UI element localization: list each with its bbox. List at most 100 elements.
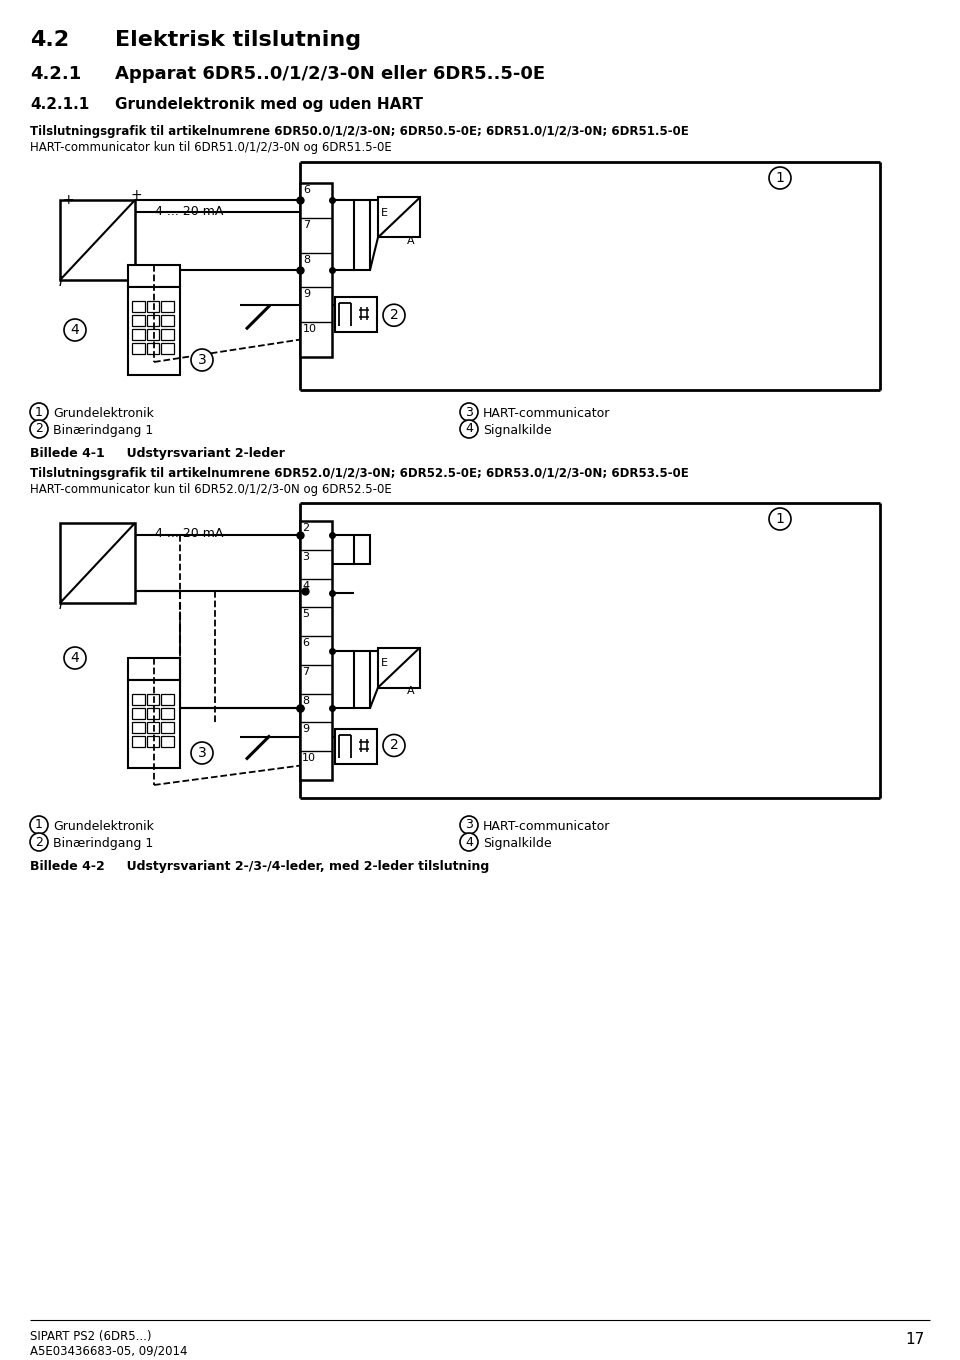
- Bar: [161, 316, 174, 326]
- Circle shape: [383, 305, 405, 326]
- Text: 7: 7: [302, 666, 309, 677]
- Text: 4.2.1.1: 4.2.1.1: [30, 97, 89, 112]
- Text: 17: 17: [905, 1331, 925, 1346]
- Circle shape: [64, 320, 86, 341]
- Bar: [161, 722, 174, 733]
- Text: 3: 3: [465, 819, 473, 831]
- Circle shape: [460, 816, 478, 834]
- Text: Grundelektronik: Grundelektronik: [53, 820, 154, 832]
- Bar: [335, 729, 377, 764]
- Text: SIPART PS2 (6DR5...): SIPART PS2 (6DR5...): [30, 1330, 152, 1344]
- Text: A: A: [407, 687, 415, 696]
- Text: I: I: [59, 275, 63, 290]
- Circle shape: [30, 816, 48, 834]
- Bar: [147, 709, 159, 719]
- Bar: [300, 184, 332, 356]
- Text: 8: 8: [302, 696, 309, 706]
- Circle shape: [64, 647, 86, 669]
- Text: 3: 3: [465, 405, 473, 419]
- Text: 1: 1: [776, 511, 784, 526]
- Text: 4 ... 20 mA: 4 ... 20 mA: [155, 526, 224, 540]
- Circle shape: [460, 420, 478, 438]
- Text: Binærindgang 1: Binærindgang 1: [53, 424, 154, 437]
- Text: Apparat 6DR5..0/1/2/3-0N eller 6DR5..5-0E: Apparat 6DR5..0/1/2/3-0N eller 6DR5..5-0…: [115, 65, 545, 83]
- Bar: [161, 343, 174, 354]
- Bar: [147, 329, 159, 340]
- Bar: [300, 521, 332, 781]
- Bar: [161, 694, 174, 704]
- Bar: [60, 200, 135, 280]
- Text: 4: 4: [465, 423, 473, 435]
- Text: 9: 9: [302, 725, 309, 734]
- Text: Binærindgang 1: Binærindgang 1: [53, 836, 154, 850]
- Text: 6: 6: [302, 638, 309, 649]
- Text: 3: 3: [198, 354, 206, 367]
- Text: Tilslutningsgrafik til artikelnumrene 6DR52.0/1/2/3-0N; 6DR52.5-0E; 6DR53.0/1/2/: Tilslutningsgrafik til artikelnumrene 6D…: [30, 466, 688, 480]
- Bar: [161, 709, 174, 719]
- Circle shape: [383, 734, 405, 756]
- Bar: [354, 200, 370, 271]
- Circle shape: [769, 167, 791, 189]
- Text: 1: 1: [776, 171, 784, 185]
- Text: HART-communicator kun til 6DR51.0/1/2/3-0N og 6DR51.5-0E: HART-communicator kun til 6DR51.0/1/2/3-…: [30, 141, 392, 154]
- Bar: [147, 736, 159, 747]
- Bar: [161, 736, 174, 747]
- Text: E: E: [381, 658, 388, 669]
- Circle shape: [30, 832, 48, 851]
- Bar: [60, 524, 135, 602]
- Bar: [132, 301, 145, 311]
- Bar: [147, 301, 159, 311]
- Bar: [354, 536, 370, 564]
- Bar: [147, 694, 159, 704]
- Text: 2: 2: [36, 835, 43, 849]
- Bar: [132, 316, 145, 326]
- Text: +: +: [130, 189, 142, 203]
- Bar: [132, 694, 145, 704]
- Text: 2: 2: [390, 309, 398, 322]
- Circle shape: [30, 403, 48, 422]
- Bar: [161, 301, 174, 311]
- Text: 9: 9: [303, 290, 310, 299]
- Bar: [161, 329, 174, 340]
- Bar: [354, 650, 370, 709]
- Text: 2: 2: [390, 738, 398, 752]
- Bar: [128, 265, 180, 287]
- Bar: [128, 287, 180, 375]
- Bar: [132, 709, 145, 719]
- Bar: [378, 197, 420, 238]
- Text: +: +: [63, 193, 75, 207]
- Text: 4: 4: [302, 581, 309, 590]
- Text: 3: 3: [302, 552, 309, 562]
- Text: 2: 2: [36, 423, 43, 435]
- Text: 1: 1: [36, 405, 43, 419]
- Bar: [378, 647, 420, 688]
- Circle shape: [191, 743, 213, 764]
- Text: Grundelektronik: Grundelektronik: [53, 407, 154, 420]
- Text: A: A: [407, 237, 415, 246]
- Text: 6: 6: [303, 185, 310, 194]
- Circle shape: [769, 509, 791, 530]
- Text: 4: 4: [465, 835, 473, 849]
- Text: 4: 4: [71, 324, 80, 337]
- Text: 4.2: 4.2: [30, 30, 69, 50]
- Text: 1: 1: [36, 819, 43, 831]
- Text: A5E03436683-05, 09/2014: A5E03436683-05, 09/2014: [30, 1345, 187, 1359]
- Bar: [128, 680, 180, 768]
- Text: I: I: [59, 598, 63, 612]
- Text: 7: 7: [303, 220, 310, 230]
- Circle shape: [460, 832, 478, 851]
- Bar: [147, 316, 159, 326]
- Text: 4 ... 20 mA: 4 ... 20 mA: [155, 205, 224, 218]
- Text: 8: 8: [303, 254, 310, 265]
- Bar: [147, 343, 159, 354]
- Circle shape: [191, 350, 213, 371]
- Text: 5: 5: [302, 609, 309, 619]
- Bar: [128, 658, 180, 680]
- Circle shape: [460, 403, 478, 422]
- Text: Grundelektronik med og uden HART: Grundelektronik med og uden HART: [115, 97, 423, 112]
- Text: 3: 3: [198, 747, 206, 760]
- Text: Signalkilde: Signalkilde: [483, 424, 552, 437]
- Text: E: E: [381, 208, 388, 219]
- Text: 4: 4: [71, 651, 80, 665]
- Text: Tilslutningsgrafik til artikelnumrene 6DR50.0/1/2/3-0N; 6DR50.5-0E; 6DR51.0/1/2/: Tilslutningsgrafik til artikelnumrene 6D…: [30, 125, 688, 137]
